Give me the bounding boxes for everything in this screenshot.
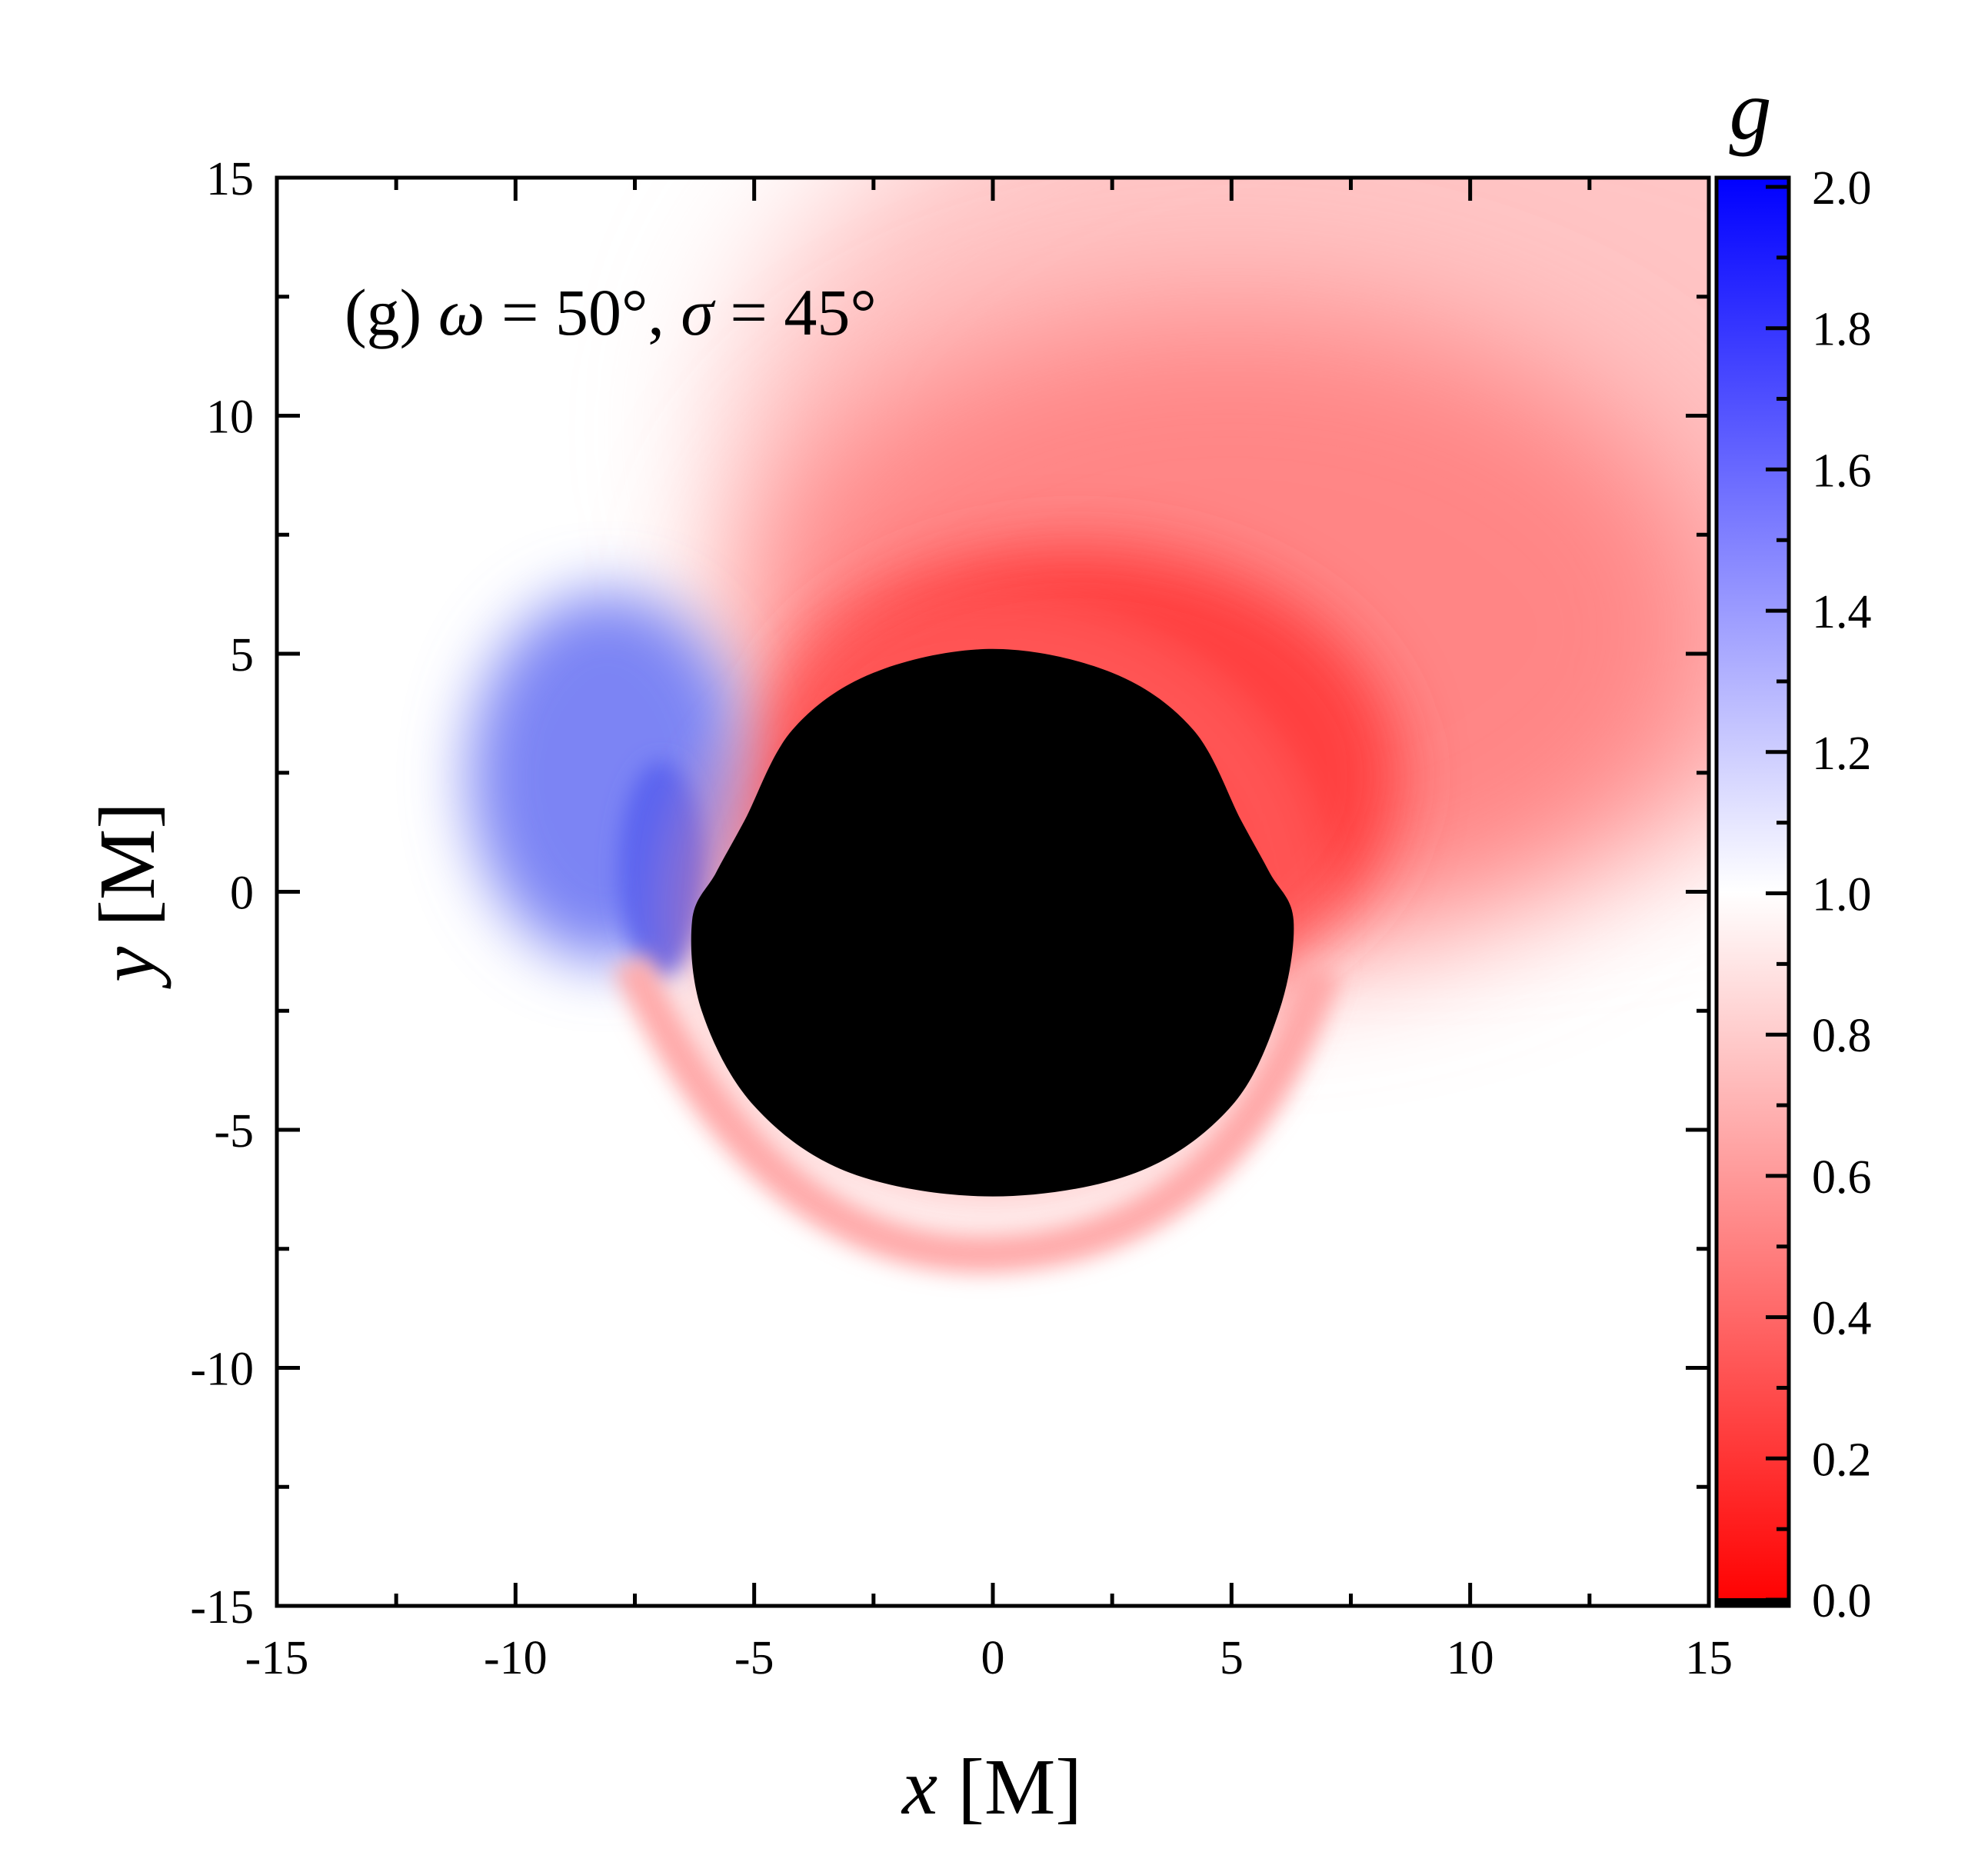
colorbar-tick-label: 0.6	[1812, 1151, 1872, 1204]
colorbar-tick-label: 1.2	[1812, 728, 1872, 780]
x-tick-label: -15	[245, 1632, 309, 1684]
panel-annotation: (g) ω = 50°, σ = 45°	[345, 275, 877, 349]
colorbar-tick-label: 1.6	[1812, 445, 1872, 497]
redshift-heatmap	[277, 178, 1709, 1606]
y-tick-label: 15	[206, 153, 254, 205]
x-tick-label: 5	[1220, 1632, 1244, 1684]
x-tick-label: 15	[1685, 1632, 1733, 1684]
black-hole-shadow	[691, 648, 1294, 1197]
y-axis-title: y [M]	[83, 802, 171, 989]
x-tick-label: 0	[981, 1632, 1005, 1684]
colorbar-tick-labels: 0.0 0.2 0.4 0.6 0.8 1.0 1.2 1.4 1.6 1.8 2.0	[1812, 162, 1872, 1627]
colorbar-tick-label: 1.4	[1812, 586, 1872, 638]
colorbar-floor	[1717, 1598, 1789, 1606]
colorbar-tick-label: 0.4	[1812, 1293, 1872, 1345]
x-axis-title: x [M]	[901, 1743, 1082, 1831]
y-tick-label: -5	[214, 1105, 254, 1158]
y-tick-label: -15	[190, 1581, 254, 1634]
y-tick-label: -10	[190, 1344, 254, 1396]
colorbar-title: g	[1730, 63, 1772, 157]
y-tick-label: 5	[230, 629, 254, 681]
x-tick-label: -5	[734, 1632, 774, 1684]
colorbar-ticks	[1766, 185, 1789, 1602]
colorbar-tick-label: 2.0	[1812, 162, 1872, 215]
x-tick-label: 10	[1447, 1632, 1494, 1684]
y-tick-label: 10	[206, 391, 254, 444]
colorbar-tick-label: 1.0	[1812, 869, 1872, 921]
x-tick-labels: -15 -10 -5 0 5 10 15	[245, 1632, 1733, 1684]
colorbar-tick-label: 1.8	[1812, 304, 1872, 356]
y-tick-labels: -15 -10 -5 0 5 10 15	[190, 153, 254, 1634]
colorbar-tick-label: 0.2	[1812, 1434, 1872, 1486]
axis-ticks	[275, 175, 1711, 1608]
colorbar-tick-label: 0.0	[1812, 1575, 1872, 1627]
y-tick-label: 0	[230, 868, 254, 920]
colorbar-tick-label: 0.8	[1812, 1010, 1872, 1062]
x-tick-label: -10	[484, 1632, 548, 1684]
